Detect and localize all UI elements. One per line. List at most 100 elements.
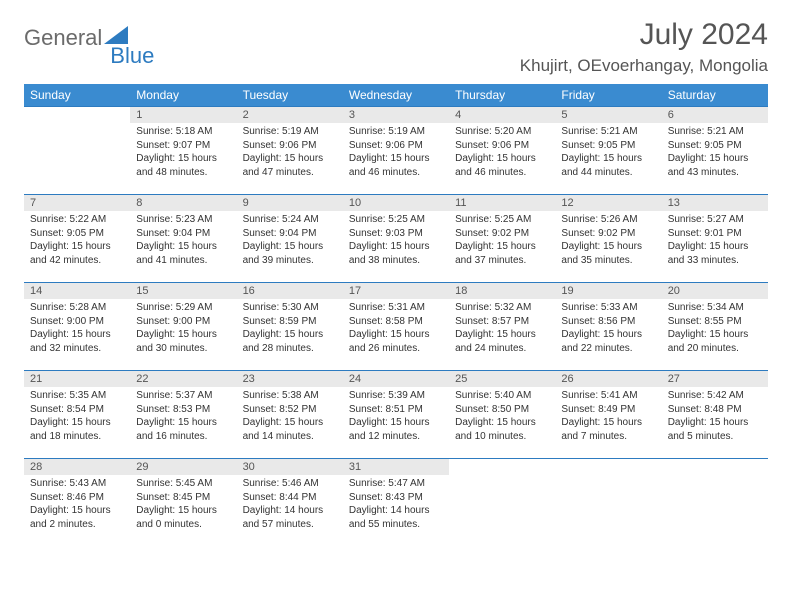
- calendar-day-cell: 29Sunrise: 5:45 AMSunset: 8:45 PMDayligh…: [130, 459, 236, 547]
- day-content: Sunrise: 5:34 AMSunset: 8:55 PMDaylight:…: [662, 299, 768, 361]
- calendar-week-row: 7Sunrise: 5:22 AMSunset: 9:05 PMDaylight…: [24, 195, 768, 283]
- calendar-day-cell: 12Sunrise: 5:26 AMSunset: 9:02 PMDayligh…: [555, 195, 661, 283]
- day-content: Sunrise: 5:30 AMSunset: 8:59 PMDaylight:…: [237, 299, 343, 361]
- day-content: Sunrise: 5:40 AMSunset: 8:50 PMDaylight:…: [449, 387, 555, 449]
- dow-monday: Monday: [130, 84, 236, 107]
- day-number: 1: [130, 107, 236, 123]
- day-content: Sunrise: 5:29 AMSunset: 9:00 PMDaylight:…: [130, 299, 236, 361]
- day-content: Sunrise: 5:39 AMSunset: 8:51 PMDaylight:…: [343, 387, 449, 449]
- day-number: 3: [343, 107, 449, 123]
- calendar-day-cell: 16Sunrise: 5:30 AMSunset: 8:59 PMDayligh…: [237, 283, 343, 371]
- dow-thursday: Thursday: [449, 84, 555, 107]
- day-content: Sunrise: 5:20 AMSunset: 9:06 PMDaylight:…: [449, 123, 555, 185]
- calendar-week-row: 1Sunrise: 5:18 AMSunset: 9:07 PMDaylight…: [24, 107, 768, 195]
- day-number: 6: [662, 107, 768, 123]
- calendar-empty-cell: [555, 459, 661, 547]
- calendar-day-cell: 1Sunrise: 5:18 AMSunset: 9:07 PMDaylight…: [130, 107, 236, 195]
- calendar-empty-cell: [24, 107, 130, 195]
- day-number: 24: [343, 371, 449, 387]
- day-content: Sunrise: 5:19 AMSunset: 9:06 PMDaylight:…: [343, 123, 449, 185]
- day-content: Sunrise: 5:21 AMSunset: 9:05 PMDaylight:…: [555, 123, 661, 185]
- day-number: 20: [662, 283, 768, 299]
- day-number: 2: [237, 107, 343, 123]
- day-content: Sunrise: 5:41 AMSunset: 8:49 PMDaylight:…: [555, 387, 661, 449]
- dow-friday: Friday: [555, 84, 661, 107]
- day-number: 16: [237, 283, 343, 299]
- dow-saturday: Saturday: [662, 84, 768, 107]
- calendar-day-cell: 21Sunrise: 5:35 AMSunset: 8:54 PMDayligh…: [24, 371, 130, 459]
- day-number: 8: [130, 195, 236, 211]
- day-content: Sunrise: 5:28 AMSunset: 9:00 PMDaylight:…: [24, 299, 130, 361]
- day-content: Sunrise: 5:37 AMSunset: 8:53 PMDaylight:…: [130, 387, 236, 449]
- day-content: Sunrise: 5:31 AMSunset: 8:58 PMDaylight:…: [343, 299, 449, 361]
- calendar-day-cell: 19Sunrise: 5:33 AMSunset: 8:56 PMDayligh…: [555, 283, 661, 371]
- calendar-day-cell: 10Sunrise: 5:25 AMSunset: 9:03 PMDayligh…: [343, 195, 449, 283]
- logo: General Blue: [24, 18, 154, 51]
- day-content: Sunrise: 5:19 AMSunset: 9:06 PMDaylight:…: [237, 123, 343, 185]
- month-year-title: July 2024: [520, 18, 768, 52]
- day-number: 30: [237, 459, 343, 475]
- dow-tuesday: Tuesday: [237, 84, 343, 107]
- day-content: Sunrise: 5:46 AMSunset: 8:44 PMDaylight:…: [237, 475, 343, 537]
- calendar-day-cell: 31Sunrise: 5:47 AMSunset: 8:43 PMDayligh…: [343, 459, 449, 547]
- calendar-day-cell: 18Sunrise: 5:32 AMSunset: 8:57 PMDayligh…: [449, 283, 555, 371]
- calendar-table: Sunday Monday Tuesday Wednesday Thursday…: [24, 84, 768, 547]
- dow-header-row: Sunday Monday Tuesday Wednesday Thursday…: [24, 84, 768, 107]
- calendar-day-cell: 17Sunrise: 5:31 AMSunset: 8:58 PMDayligh…: [343, 283, 449, 371]
- day-number: 18: [449, 283, 555, 299]
- calendar-day-cell: 4Sunrise: 5:20 AMSunset: 9:06 PMDaylight…: [449, 107, 555, 195]
- day-content: Sunrise: 5:32 AMSunset: 8:57 PMDaylight:…: [449, 299, 555, 361]
- calendar-week-row: 14Sunrise: 5:28 AMSunset: 9:00 PMDayligh…: [24, 283, 768, 371]
- day-number: 25: [449, 371, 555, 387]
- calendar-body: 1Sunrise: 5:18 AMSunset: 9:07 PMDaylight…: [24, 107, 768, 547]
- day-number: 26: [555, 371, 661, 387]
- day-number: 19: [555, 283, 661, 299]
- calendar-day-cell: 2Sunrise: 5:19 AMSunset: 9:06 PMDaylight…: [237, 107, 343, 195]
- calendar-empty-cell: [662, 459, 768, 547]
- day-content: Sunrise: 5:25 AMSunset: 9:02 PMDaylight:…: [449, 211, 555, 273]
- day-content: Sunrise: 5:25 AMSunset: 9:03 PMDaylight:…: [343, 211, 449, 273]
- location-subtitle: Khujirt, OEvoerhangay, Mongolia: [520, 56, 768, 76]
- day-content: Sunrise: 5:26 AMSunset: 9:02 PMDaylight:…: [555, 211, 661, 273]
- calendar-day-cell: 22Sunrise: 5:37 AMSunset: 8:53 PMDayligh…: [130, 371, 236, 459]
- calendar-day-cell: 8Sunrise: 5:23 AMSunset: 9:04 PMDaylight…: [130, 195, 236, 283]
- day-content: Sunrise: 5:38 AMSunset: 8:52 PMDaylight:…: [237, 387, 343, 449]
- day-number: 9: [237, 195, 343, 211]
- day-content: Sunrise: 5:18 AMSunset: 9:07 PMDaylight:…: [130, 123, 236, 185]
- calendar-day-cell: 14Sunrise: 5:28 AMSunset: 9:00 PMDayligh…: [24, 283, 130, 371]
- calendar-day-cell: 13Sunrise: 5:27 AMSunset: 9:01 PMDayligh…: [662, 195, 768, 283]
- day-number: 28: [24, 459, 130, 475]
- day-content: Sunrise: 5:45 AMSunset: 8:45 PMDaylight:…: [130, 475, 236, 537]
- calendar-day-cell: 15Sunrise: 5:29 AMSunset: 9:00 PMDayligh…: [130, 283, 236, 371]
- day-number: 14: [24, 283, 130, 299]
- dow-sunday: Sunday: [24, 84, 130, 107]
- day-number: 7: [24, 195, 130, 211]
- day-number: 10: [343, 195, 449, 211]
- calendar-day-cell: 20Sunrise: 5:34 AMSunset: 8:55 PMDayligh…: [662, 283, 768, 371]
- header: General Blue July 2024 Khujirt, OEvoerha…: [24, 18, 768, 76]
- calendar-day-cell: 11Sunrise: 5:25 AMSunset: 9:02 PMDayligh…: [449, 195, 555, 283]
- logo-text-blue: Blue: [110, 43, 154, 69]
- title-block: July 2024 Khujirt, OEvoerhangay, Mongoli…: [520, 18, 768, 76]
- calendar-day-cell: 26Sunrise: 5:41 AMSunset: 8:49 PMDayligh…: [555, 371, 661, 459]
- day-number: 15: [130, 283, 236, 299]
- day-number: 11: [449, 195, 555, 211]
- calendar-day-cell: 5Sunrise: 5:21 AMSunset: 9:05 PMDaylight…: [555, 107, 661, 195]
- day-number: 5: [555, 107, 661, 123]
- calendar-day-cell: 24Sunrise: 5:39 AMSunset: 8:51 PMDayligh…: [343, 371, 449, 459]
- calendar-week-row: 21Sunrise: 5:35 AMSunset: 8:54 PMDayligh…: [24, 371, 768, 459]
- day-number: 13: [662, 195, 768, 211]
- dow-wednesday: Wednesday: [343, 84, 449, 107]
- calendar-empty-cell: [449, 459, 555, 547]
- calendar-day-cell: 23Sunrise: 5:38 AMSunset: 8:52 PMDayligh…: [237, 371, 343, 459]
- calendar-day-cell: 9Sunrise: 5:24 AMSunset: 9:04 PMDaylight…: [237, 195, 343, 283]
- day-content: Sunrise: 5:24 AMSunset: 9:04 PMDaylight:…: [237, 211, 343, 273]
- calendar-day-cell: 27Sunrise: 5:42 AMSunset: 8:48 PMDayligh…: [662, 371, 768, 459]
- day-number: 23: [237, 371, 343, 387]
- day-content: Sunrise: 5:43 AMSunset: 8:46 PMDaylight:…: [24, 475, 130, 537]
- calendar-day-cell: 30Sunrise: 5:46 AMSunset: 8:44 PMDayligh…: [237, 459, 343, 547]
- day-number: 17: [343, 283, 449, 299]
- day-content: Sunrise: 5:22 AMSunset: 9:05 PMDaylight:…: [24, 211, 130, 273]
- day-content: Sunrise: 5:27 AMSunset: 9:01 PMDaylight:…: [662, 211, 768, 273]
- day-number: 29: [130, 459, 236, 475]
